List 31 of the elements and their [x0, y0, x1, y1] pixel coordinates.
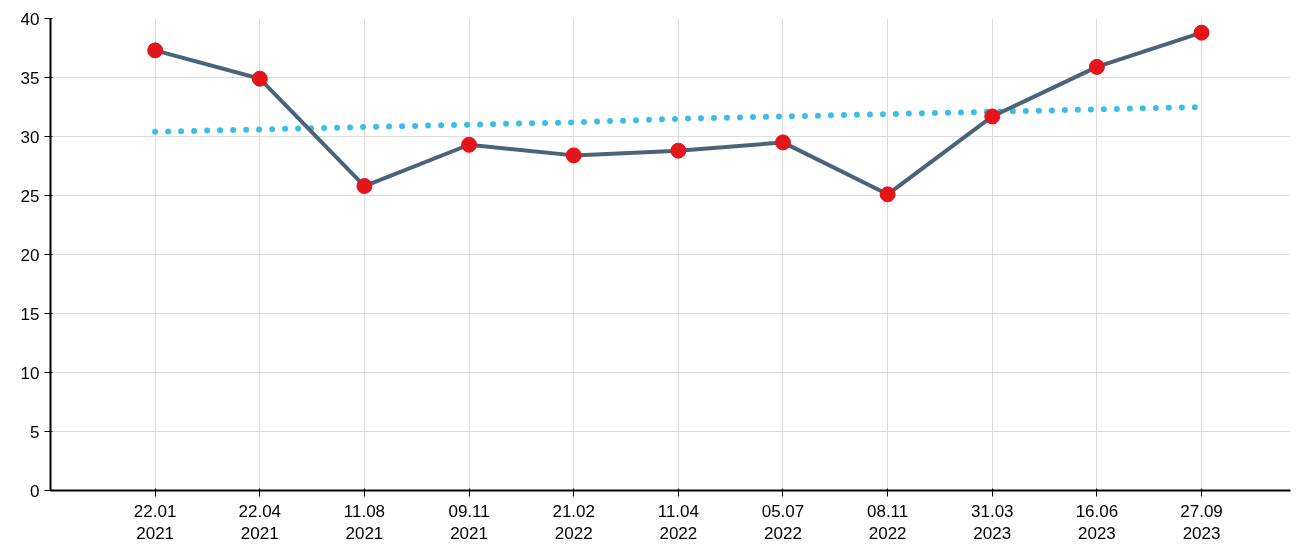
point [984, 108, 1001, 125]
x-tick-label: 21.02 2022 [552, 501, 595, 544]
y-tick-label: 35 [20, 68, 40, 88]
point [356, 178, 373, 195]
y-tick-label: 40 [20, 9, 40, 29]
y-tick-label: 30 [20, 127, 40, 147]
point [774, 134, 791, 151]
point [147, 42, 164, 59]
x-tick-label: 22.01 2021 [133, 501, 177, 544]
x-tick-label: 08.11 2022 [866, 501, 909, 544]
x-tick-label: 05.07 2022 [761, 501, 805, 544]
point [879, 186, 896, 203]
y-tick-label: 25 [20, 186, 40, 206]
x-tick-label: 11.04 2022 [657, 501, 699, 544]
point [670, 142, 687, 159]
y-tick-label: 0 [30, 481, 40, 501]
x-tick-label: 22.04 2021 [238, 501, 282, 544]
x-tick-label: 27.09 2023 [1180, 501, 1223, 544]
x-tick-label: 16.06 2023 [1075, 501, 1119, 544]
x-tick-label: 11.08 2021 [343, 501, 386, 544]
y-tick-label: 10 [20, 363, 40, 383]
point [1088, 58, 1105, 75]
point [1193, 24, 1210, 41]
point [251, 70, 268, 87]
point [565, 147, 582, 164]
y-tick-label: 5 [30, 422, 40, 442]
x-tick-label: 31.03 2023 [971, 501, 1014, 544]
y-tick-label: 15 [20, 304, 40, 324]
point [461, 136, 478, 153]
x-tick-label: 09.11 2021 [448, 501, 490, 544]
y-tick-label: 20 [20, 245, 40, 265]
